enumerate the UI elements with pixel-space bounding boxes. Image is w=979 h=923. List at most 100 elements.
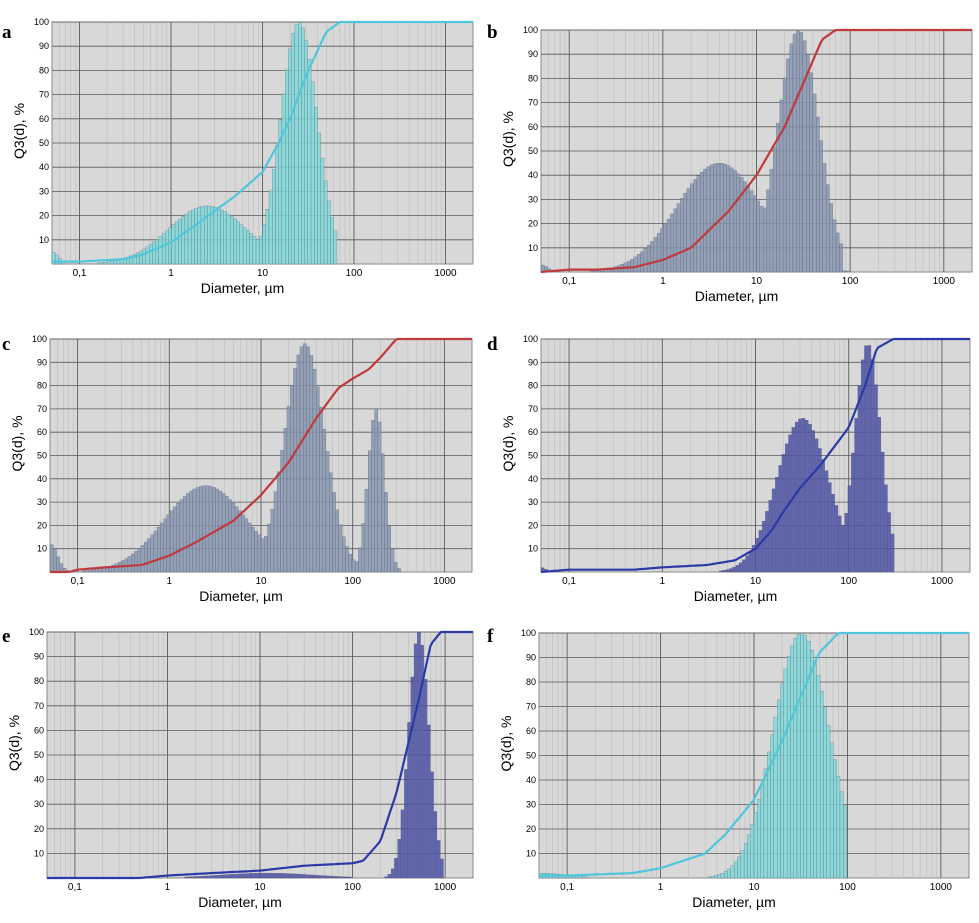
x-tick-label: 100 <box>840 576 857 587</box>
histogram-bar <box>812 93 817 273</box>
histogram-bar <box>106 261 111 265</box>
histogram-bar <box>49 544 54 573</box>
histogram-bar <box>53 549 57 573</box>
histogram-bar <box>794 421 799 573</box>
histogram-bar <box>801 418 806 573</box>
histogram-bar <box>719 570 723 573</box>
histogram-bar <box>763 768 768 879</box>
histogram-bar <box>325 451 330 573</box>
histogram-bar <box>387 874 392 879</box>
x-tick-label: 1 <box>167 576 173 587</box>
histogram-bar <box>820 690 824 879</box>
histogram-bar <box>307 58 312 265</box>
histogram-bar <box>769 169 774 273</box>
histogram-bar <box>338 876 343 879</box>
y-tick-label: 60 <box>526 726 536 736</box>
chart-panel-f: f 10 20 30 40 50 60 70 80 90 100 0,1 1 10 100 1000 Diame… <box>487 626 970 910</box>
histogram-bar <box>329 472 333 573</box>
histogram-bar <box>748 550 753 573</box>
histogram-bar <box>191 209 195 265</box>
histogram-bar <box>377 421 382 573</box>
y-axis-label: Q3(d), % <box>9 415 25 471</box>
histogram-bar <box>371 419 375 573</box>
histogram-bar <box>306 346 310 573</box>
histogram-bar <box>285 69 289 265</box>
histogram-bar <box>384 876 388 879</box>
y-tick-label: 80 <box>39 65 49 75</box>
histogram-bar <box>144 541 148 573</box>
histogram-bar <box>722 570 726 573</box>
histogram-bar <box>322 875 326 879</box>
x-tick-label: 1 <box>165 882 171 893</box>
histogram-bar <box>165 230 169 265</box>
histogram-bar <box>251 526 255 573</box>
x-tick-label: 10 <box>254 882 266 893</box>
y-tick-label: 30 <box>528 497 538 507</box>
y-tick-label: 10 <box>528 544 538 554</box>
y-tick-label: 50 <box>526 751 536 761</box>
histogram-bar <box>585 876 589 879</box>
x-tick-label: 100 <box>839 882 856 893</box>
histogram-bar <box>335 876 339 879</box>
y-axis-label: Q3(d), % <box>11 103 27 159</box>
histogram-bar <box>819 140 823 273</box>
y-tick-label: 90 <box>528 357 538 367</box>
histogram-bar <box>92 569 96 573</box>
histogram-bar <box>114 563 119 573</box>
x-axis-label: Diameter, µm <box>198 894 282 910</box>
histogram-bar <box>293 368 297 573</box>
histogram-bar <box>263 872 267 879</box>
histogram-bar <box>808 424 812 573</box>
histogram-bar <box>166 514 171 573</box>
histogram-bar <box>113 260 117 265</box>
histogram-bar <box>720 873 725 879</box>
histogram-bar <box>116 259 121 265</box>
histogram-bar <box>430 771 434 879</box>
histogram-bar <box>890 533 895 573</box>
histogram-bar <box>295 873 300 879</box>
histogram-bar <box>223 211 228 265</box>
y-tick-label: 10 <box>528 243 538 253</box>
histogram-bar <box>753 195 757 273</box>
y-tick-label: 100 <box>521 628 536 638</box>
histogram-bar <box>227 874 231 879</box>
histogram-bar <box>423 678 428 879</box>
y-tick-label: 10 <box>39 235 49 245</box>
y-tick-label: 20 <box>526 824 536 834</box>
histogram-bar <box>847 485 852 573</box>
histogram-bar <box>361 523 366 573</box>
histogram-bar <box>265 209 270 265</box>
y-tick-label: 90 <box>526 653 536 663</box>
y-tick-label: 90 <box>37 357 47 367</box>
x-tick-label: 1 <box>658 882 664 893</box>
histogram-bar <box>772 146 777 273</box>
histogram-bar <box>826 724 831 879</box>
histogram-bar <box>790 645 794 879</box>
histogram-bar <box>737 856 741 879</box>
histogram-bar <box>643 248 648 273</box>
histogram-bar <box>309 355 314 573</box>
y-tick-label: 90 <box>34 652 44 662</box>
y-tick-label: 100 <box>34 17 49 27</box>
histogram-bar <box>776 123 780 273</box>
histogram-bar <box>417 631 421 879</box>
histogram-bar <box>786 58 790 273</box>
histogram-bar <box>147 538 151 573</box>
histogram-bar <box>294 23 299 265</box>
histogram-bar <box>314 106 318 265</box>
histogram-bar <box>734 861 738 879</box>
histogram-bar <box>656 233 661 273</box>
histogram-bar <box>630 258 634 273</box>
histogram-bar <box>187 211 192 265</box>
y-tick-label: 60 <box>528 122 538 132</box>
histogram-bar <box>82 570 86 573</box>
histogram-bar <box>257 534 262 573</box>
histogram-bar <box>155 239 159 265</box>
histogram-bar <box>690 183 694 273</box>
histogram-bar <box>134 551 138 573</box>
histogram-bar <box>750 824 755 879</box>
histogram-bar <box>288 48 292 265</box>
x-tick-label: 0,1 <box>562 576 576 587</box>
histogram-bar <box>666 218 671 273</box>
